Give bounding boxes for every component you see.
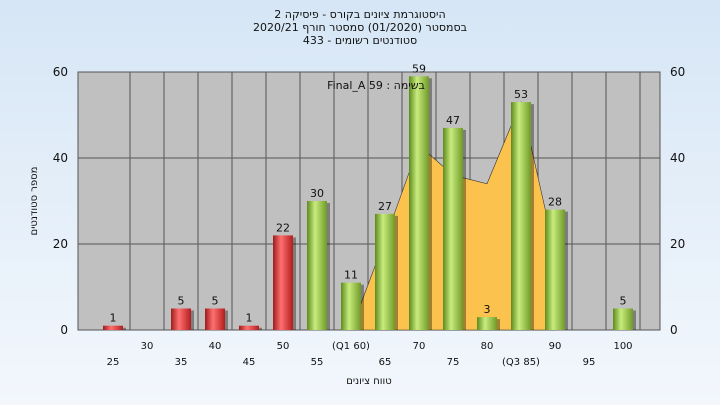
- bar-value-label: 1: [246, 312, 253, 325]
- bar-value-label: 30: [310, 187, 324, 200]
- y-tick-label-left: 60: [53, 65, 68, 79]
- bar-(Q3 85): [511, 102, 531, 330]
- bar-80: [477, 317, 497, 330]
- x-axis-title: טווח ציונים: [346, 376, 391, 387]
- x-tick-label: 45: [243, 357, 256, 368]
- x-tick-label: 25: [107, 357, 120, 368]
- bar-100: [613, 308, 633, 330]
- chart-subtitle-semester: בסמסטר (01/2020) סמסטר חורף 2020/21: [253, 21, 467, 34]
- x-tick-label: 65: [379, 357, 392, 368]
- x-tick-label: (Q3 85): [502, 357, 540, 368]
- y-tick-label-right: 20: [670, 237, 685, 251]
- bar-65: [375, 213, 395, 330]
- chart-subtitle-students: סטודנטים רשומים - 433: [302, 34, 418, 47]
- bar-value-label: 22: [276, 221, 290, 234]
- x-tick-label: 70: [413, 341, 426, 352]
- bar-25: [103, 325, 123, 330]
- bar-(Q1 60): [341, 282, 361, 330]
- x-tick-label: 50: [277, 341, 290, 352]
- x-tick-label: 40: [209, 341, 222, 352]
- y-tick-label-right: 60: [670, 65, 685, 79]
- bar-45: [239, 325, 259, 330]
- chart-title: היסטוגרמת ציונים בקורס - פיסיקה 2: [274, 8, 446, 21]
- bar-value-label: 59: [412, 62, 426, 75]
- chart-title-block: היסטוגרמת ציונים בקורס - פיסיקה 2 בסמסטר…: [0, 8, 720, 47]
- bar-value-label: 27: [378, 200, 392, 213]
- x-tick-label: 30: [141, 341, 154, 352]
- x-tick-label: 100: [613, 341, 632, 352]
- x-tick-label: (Q1 60): [332, 341, 370, 352]
- y-tick-label-left: 0: [60, 323, 68, 337]
- bar-layer: [103, 76, 636, 331]
- bar-value-label: 5: [212, 295, 219, 308]
- x-tick-label: 80: [481, 341, 494, 352]
- bar-value-label: 47: [446, 114, 460, 127]
- y-tick-label-right: 40: [670, 151, 685, 165]
- bar-value-label: 28: [548, 196, 562, 209]
- chart-annotation: בשימה : Final_A 59: [327, 79, 425, 92]
- bar-75: [443, 127, 463, 331]
- bar-50: [273, 235, 293, 330]
- x-tick-label: 95: [583, 357, 596, 368]
- bar-35: [171, 308, 191, 330]
- x-tick-label: 90: [549, 341, 562, 352]
- bar-40: [205, 308, 225, 330]
- bar-90: [545, 209, 565, 330]
- y-axis-title: מספר סטודנטים: [29, 167, 40, 236]
- x-tick-label: 75: [447, 357, 460, 368]
- bar-value-label: 5: [178, 295, 185, 308]
- bar-value-label: 53: [514, 88, 528, 101]
- x-tick-label: 35: [175, 357, 188, 368]
- bar-value-label: 5: [620, 295, 627, 308]
- bar-value-label: 11: [344, 269, 358, 282]
- bar-value-label: 3: [484, 303, 491, 316]
- x-tick-label: 55: [311, 357, 324, 368]
- bar-70: [409, 76, 429, 330]
- y-tick-label-right: 0: [670, 323, 678, 337]
- bar-55: [307, 201, 327, 330]
- y-tick-label-left: 20: [53, 237, 68, 251]
- bar-value-label: 1: [110, 312, 117, 325]
- y-tick-label-left: 40: [53, 151, 68, 165]
